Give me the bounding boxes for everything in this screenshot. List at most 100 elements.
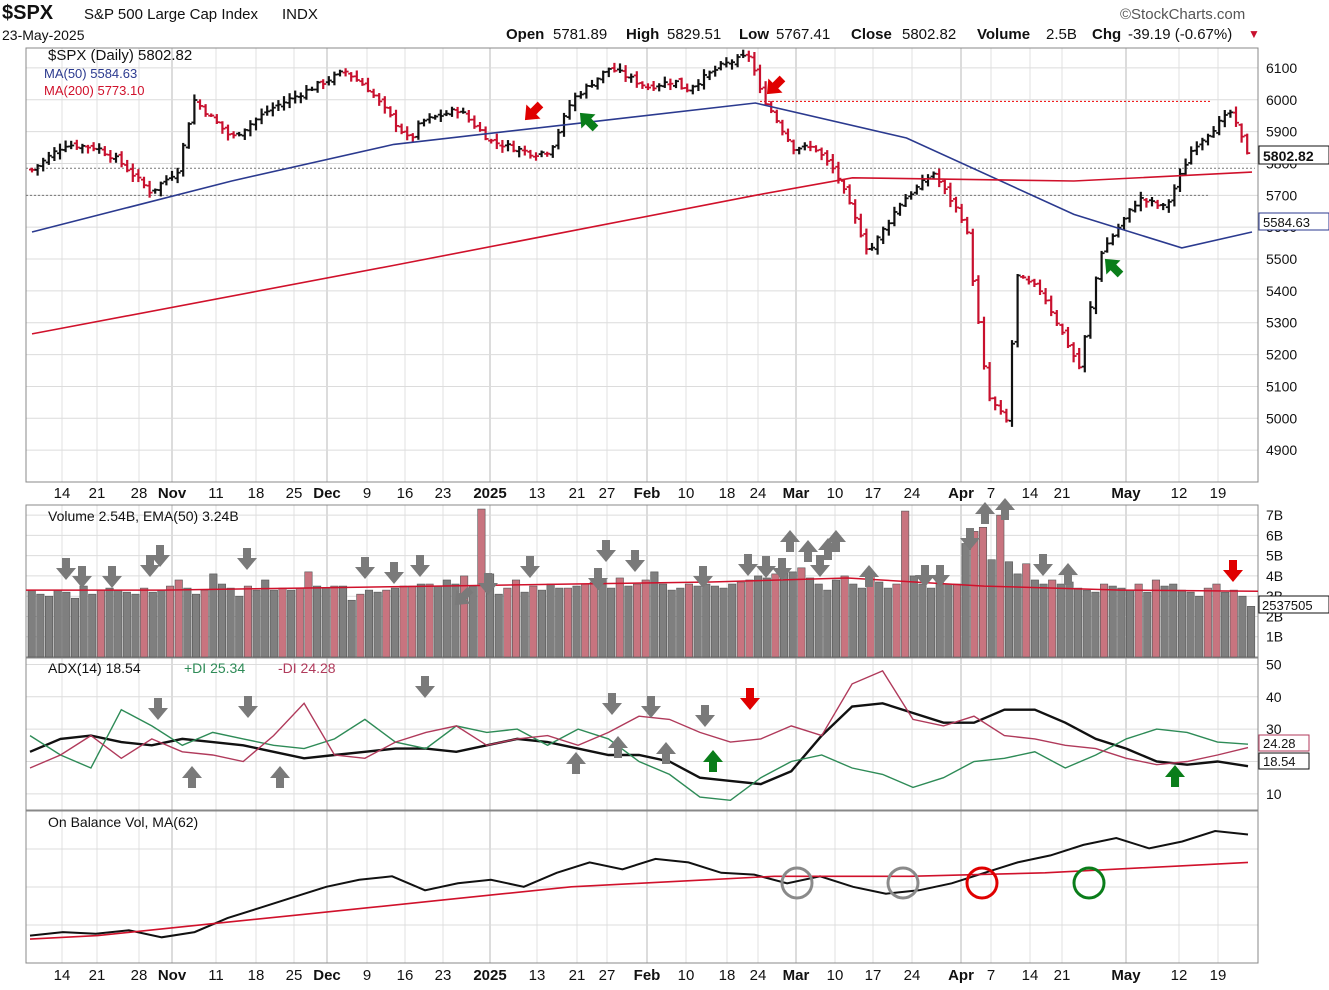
volume-arrow-icon [693, 566, 713, 588]
volume-arrow-icon [960, 528, 980, 550]
volume-bar [347, 599, 356, 658]
price-bar [51, 147, 58, 162]
volume-bar [157, 589, 166, 658]
price-bar [673, 79, 679, 89]
price-bar [421, 118, 427, 127]
volume-y-tick: 4B [1266, 568, 1283, 584]
x-tick-label: 2025 [473, 967, 506, 984]
price-bar [370, 88, 377, 98]
volume-bar [849, 583, 858, 658]
volume-arrow-icon-shape [355, 557, 375, 579]
x-tick-label: 24 [750, 967, 767, 984]
price-bar [169, 170, 175, 181]
price-bar [208, 113, 215, 117]
x-tick-label: 9 [363, 967, 371, 984]
price-bar [1037, 279, 1043, 295]
x-tick-label: 18 [719, 967, 736, 984]
price-bar [309, 86, 315, 92]
volume-bar [140, 587, 149, 658]
volume-bar [970, 531, 979, 658]
volume-label: Volume [977, 26, 1031, 43]
price-bar [460, 107, 467, 114]
volume-bar [494, 593, 503, 658]
price-bar [824, 150, 831, 166]
price-bar [1210, 126, 1217, 138]
price-bar [1233, 106, 1239, 127]
x-tick-label: 25 [286, 967, 303, 984]
obv-panel[interactable] [29, 829, 1249, 940]
badges: 5802.82 5584.63 2537505 24.28 18.54 [1258, 145, 1329, 770]
x-tick-label: 14 [1022, 485, 1039, 502]
volume-arrow-icon [355, 557, 375, 579]
volume-arrow-icon-shape [1033, 554, 1053, 576]
price-bar [577, 91, 584, 99]
volume-bar [399, 585, 408, 658]
volume-bar [226, 587, 235, 658]
price-bar [1238, 123, 1245, 143]
price-bar [1177, 168, 1183, 192]
volume-bar [978, 526, 988, 658]
price-bar [415, 120, 422, 140]
volume-bar [1143, 591, 1152, 658]
price-bar [454, 106, 461, 119]
obv-legend: On Balance Vol, MA(62) [48, 814, 198, 830]
volume-bar [1100, 583, 1109, 658]
price-bar [717, 61, 724, 71]
price-bar [667, 78, 674, 91]
volume-bar [425, 583, 434, 658]
volume-arrow-icon [237, 548, 257, 570]
adx-panel[interactable] [29, 670, 1249, 802]
price-bar [292, 90, 299, 104]
x-tick-label: Apr [948, 967, 974, 984]
volume-panel[interactable] [26, 498, 1259, 658]
volume-bar [148, 591, 157, 658]
mdi-line [29, 670, 1249, 769]
volume-bar [209, 573, 218, 658]
volume-arrow-icon-shape [780, 530, 800, 552]
price-bar [773, 109, 780, 124]
price-bar [505, 140, 511, 152]
volume-bar [192, 593, 201, 658]
volume-bar [408, 585, 417, 658]
x-tick-label: Mar [783, 485, 810, 502]
price-bar [981, 316, 987, 370]
adx-y-tick: 30 [1266, 721, 1282, 737]
x-tick-label: 18 [248, 485, 265, 502]
volume-bar [607, 587, 616, 658]
volume-bar [814, 583, 823, 658]
price-bar [96, 143, 103, 154]
volume-bar [44, 595, 54, 658]
price-bar [751, 51, 758, 76]
x-tick-label: 16 [397, 485, 414, 502]
chg-label: Chg [1092, 26, 1122, 43]
price-bar [846, 184, 853, 205]
price-bar [908, 191, 915, 200]
volume-bar [892, 583, 901, 658]
price-bar [857, 213, 864, 238]
volume-bar [546, 583, 555, 658]
price-bar [477, 121, 483, 132]
price-bar [594, 77, 601, 90]
brand-logo[interactable]: ©StockCharts.com [1120, 6, 1246, 23]
obv-signal-circle [780, 866, 814, 900]
ma50-line [31, 102, 1253, 249]
volume-bar [243, 585, 252, 658]
volume-bar [650, 571, 659, 658]
obv-ma-line [29, 861, 1249, 940]
x-tick-label: Dec [313, 485, 341, 502]
volume-bar [1108, 585, 1117, 658]
price-bar [180, 142, 187, 177]
volume-bar [27, 589, 36, 658]
x-tick-label: May [1111, 967, 1141, 984]
price-bar [969, 228, 976, 286]
price-bar [723, 57, 730, 68]
volume-bar [866, 575, 875, 658]
price-panel[interactable] [26, 49, 1255, 427]
volume-arrow-icon [520, 556, 540, 578]
x-tick-label: 21 [89, 485, 106, 502]
price-bar [762, 81, 769, 106]
volume-arrow-icon [410, 555, 430, 577]
price-bar [465, 109, 472, 123]
volume-arrow-icon-shape [975, 502, 995, 524]
